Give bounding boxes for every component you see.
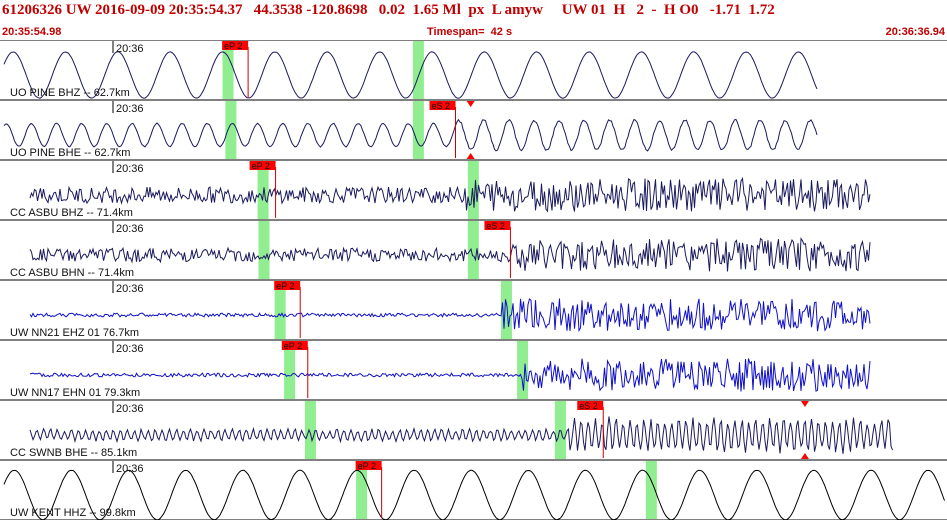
waveform-trace [3, 469, 945, 520]
marker-triangle-up [800, 453, 809, 459]
station-label: UO PINE BHE -- 62.7km [10, 147, 130, 159]
station-label: CC ASBU BHZ -- 71.4km [10, 207, 133, 219]
time-tick-label: 20:36 [116, 403, 144, 415]
analysis-window [257, 161, 269, 219]
pick-label-box[interactable] [577, 401, 604, 410]
waveform-trace [29, 416, 893, 454]
pick-label-text: eP 2 [284, 341, 302, 351]
seismogram-panel[interactable]: 20:36 eP 2 UO PINE BHZ -- 62.7km 20:36 eS 2 U… [0, 40, 947, 520]
pick-label-box[interactable] [355, 461, 382, 470]
analysis-window [356, 461, 368, 519]
time-tick-label: 20:36 [116, 463, 144, 475]
waveform-trace [3, 118, 818, 152]
pick-label-text: eS 2 [432, 101, 451, 111]
pick-label-text: eS 2 [486, 221, 505, 231]
event-title: 61206326 UW 2016-09-09 20:35:54.37 44.35… [2, 2, 775, 18]
waveform-trace [29, 237, 871, 272]
waveform-trace [29, 358, 871, 392]
analysis-window [274, 281, 286, 339]
station-label: UW NN21 EHZ 01 76.7km [10, 327, 139, 339]
analysis-window [517, 341, 529, 399]
waveform-trace [3, 51, 818, 99]
pick-label-box[interactable] [484, 221, 511, 230]
analysis-window [645, 461, 657, 519]
pick-label-text: eP 2 [252, 161, 270, 171]
start-time: 20:35:54.98 [2, 26, 62, 38]
end-time: 20:36:36.94 [885, 26, 945, 38]
marker-triangle-down [466, 101, 475, 107]
pick-label-box[interactable] [281, 341, 308, 350]
analysis-window [554, 401, 566, 459]
analysis-window [467, 161, 479, 219]
time-tick-label: 20:36 [116, 103, 144, 115]
analysis-window [258, 221, 270, 279]
pick-label-box[interactable] [274, 281, 301, 290]
pick-label-text: eP 2 [276, 281, 294, 291]
pick-label-box[interactable] [429, 101, 456, 110]
analysis-window [304, 401, 316, 459]
analysis-window [467, 221, 479, 279]
waveform-trace [29, 176, 871, 213]
station-label: UW NN17 EHN 01 79.3km [10, 387, 140, 399]
station-label: CC ASBU BHN -- 71.4km [10, 267, 134, 279]
station-label: UO PINE BHZ -- 62.7km [10, 87, 130, 99]
station-label: CC SWNB BHE -- 85.1km [10, 447, 137, 459]
analysis-window [222, 41, 234, 99]
header: 61206326 UW 2016-09-09 20:35:54.37 44.35… [0, 0, 947, 40]
analysis-window [225, 101, 237, 159]
timespan-label: Timespan= 42 s [427, 26, 513, 38]
pick-label-text: eS 2 [579, 401, 598, 411]
station-label: UW KENT HHZ -- 99.8km [10, 507, 136, 519]
analysis-window [412, 101, 424, 159]
time-tick-label: 20:36 [116, 343, 144, 355]
pick-label-text: eP 2 [224, 41, 242, 51]
time-tick-label: 20:36 [116, 283, 144, 295]
marker-triangle-up [466, 153, 475, 159]
waveform-trace [29, 298, 871, 333]
pick-label-text: eP 2 [358, 461, 376, 471]
time-tick-label: 20:36 [116, 163, 144, 175]
time-tick-label: 20:36 [116, 223, 144, 235]
marker-triangle-down [800, 401, 809, 407]
pick-label-box[interactable] [249, 161, 276, 170]
analysis-window [284, 341, 296, 399]
analysis-window [412, 41, 424, 99]
pick-label-box[interactable] [222, 41, 249, 50]
time-tick-label: 20:36 [116, 43, 144, 55]
analysis-window [500, 281, 512, 339]
